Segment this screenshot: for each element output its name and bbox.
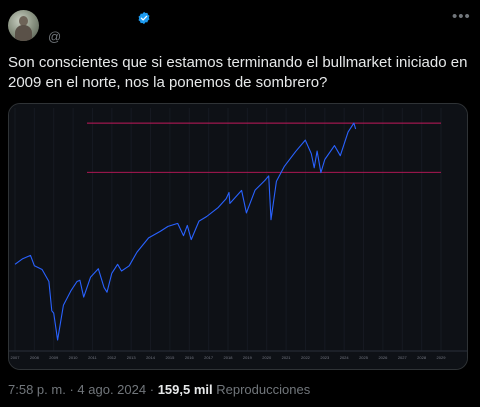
tweet-text: Son conscientes que si estamos terminand…	[8, 54, 468, 91]
x-tick-label: 2025	[359, 355, 369, 360]
x-tick-label: 2011	[88, 355, 97, 360]
x-tick-label: 2013	[127, 355, 137, 360]
x-tick-label: 2023	[320, 355, 330, 360]
x-tick-label: 2012	[107, 355, 117, 360]
x-tick-label: 2015	[165, 355, 175, 360]
x-tick-label: 2018	[224, 355, 234, 360]
x-tick-label: 2020	[262, 355, 272, 360]
verified-badge-icon	[138, 11, 150, 25]
avatar-head	[19, 16, 28, 26]
x-tick-label: 2019	[243, 355, 253, 360]
tweet-time[interactable]: 7:58 p. m.	[8, 382, 66, 397]
x-tick-label: 2028	[417, 355, 427, 360]
x-tick-label: 2026	[378, 355, 388, 360]
x-tick-label: 2021	[282, 355, 292, 360]
user-handle[interactable]: @	[48, 29, 62, 44]
views-count: 159,5 mil	[157, 382, 213, 397]
more-options-icon[interactable]: •••	[452, 8, 471, 25]
x-tick-label: 2014	[146, 355, 156, 360]
x-tick-label: 2016	[185, 355, 195, 360]
tweet-meta: 7:58 p. m. · 4 ago. 2024 · 159,5 mil Rep…	[8, 382, 310, 397]
x-tick-label: 2008	[30, 355, 40, 360]
x-tick-label: 2029	[437, 355, 447, 360]
x-tick-label: 2024	[340, 355, 350, 360]
x-tick-label: 2009	[49, 355, 59, 360]
price-chart: 2007 2008 2009 2010 2011 2012 2013 2014 2015 2016…	[9, 104, 467, 369]
avatar-body	[15, 25, 32, 41]
avatar[interactable]	[8, 10, 39, 41]
tweet-media-chart[interactable]: 2007 2008 2009 2010 2011 2012 2013 2014 2015 2016…	[8, 103, 468, 370]
tweet-date[interactable]: 4 ago. 2024	[77, 382, 147, 397]
views-label: Reproducciones	[216, 382, 311, 397]
x-tick-label: 2027	[398, 355, 408, 360]
meta-separator: ·	[149, 382, 155, 397]
meta-separator: ·	[69, 382, 74, 397]
x-tick-label: 2010	[69, 355, 79, 360]
x-tick-label: 2017	[204, 355, 214, 360]
price-line-series	[14, 122, 357, 341]
x-tick-label: 2022	[301, 355, 311, 360]
x-tick-label: 2007	[11, 355, 21, 360]
